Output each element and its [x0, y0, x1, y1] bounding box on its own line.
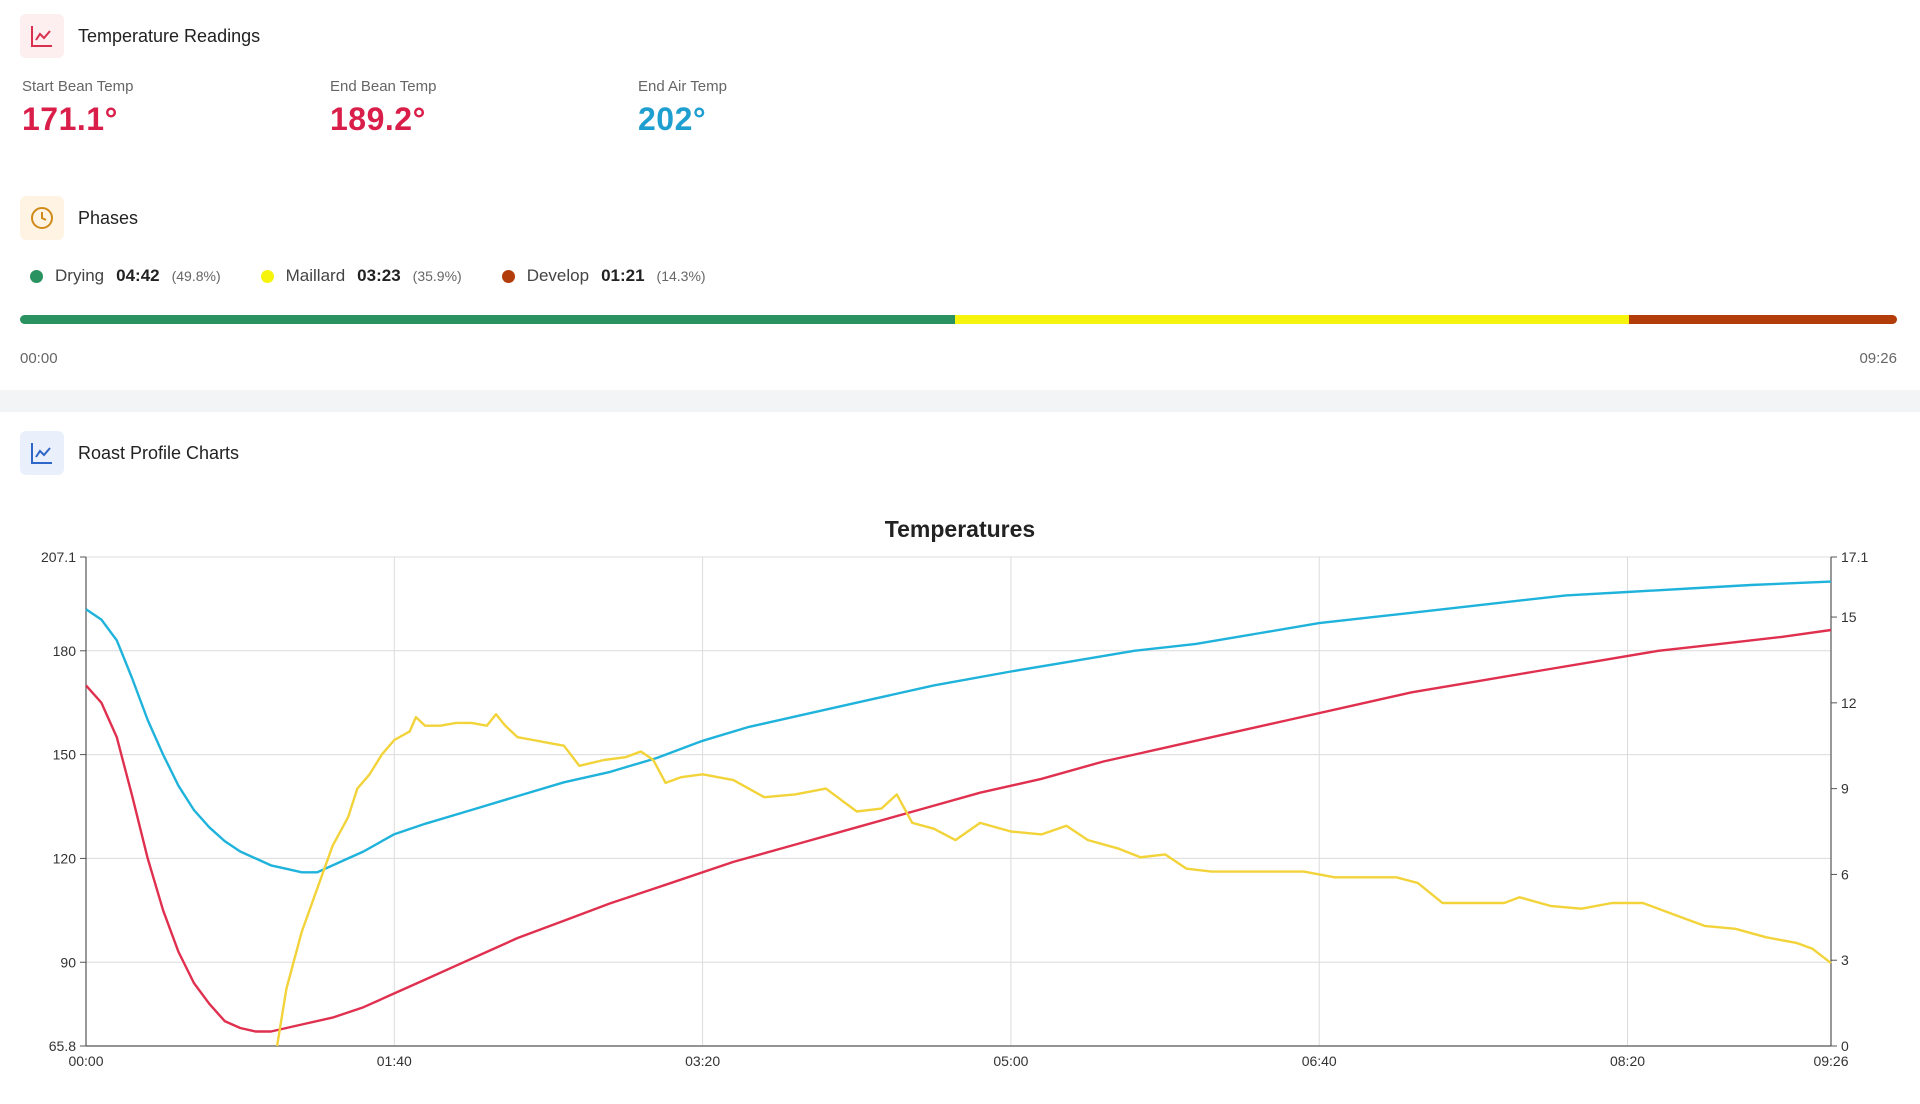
- y-tick-label: 150: [53, 747, 77, 763]
- chart-axes: 00:00 01:40 03:20 05:00 06:40 08:20 09:26 65.8 9…: [41, 549, 1869, 1069]
- section-divider: [0, 390, 1920, 412]
- bean-temp-line: [85, 628, 1832, 1033]
- air-temp-line: [85, 580, 1832, 874]
- legend-item-maillard: Maillard 03:23 (35.9%): [260, 266, 462, 286]
- line-chart-icon: [20, 14, 64, 58]
- x-tick-label: 05:00: [993, 1053, 1028, 1069]
- legend-pct: (49.8%): [171, 268, 221, 284]
- y2-tick-label: 0: [1841, 1038, 1849, 1054]
- y-tick-label: 120: [53, 850, 77, 866]
- chart-grid: [85, 556, 1832, 1047]
- legend-time: 03:23: [357, 266, 401, 285]
- end-air-temp-stat: End Air Temp 202°: [638, 78, 727, 138]
- maillard-dot: [260, 269, 274, 283]
- x-tick-label: 01:40: [377, 1053, 412, 1069]
- legend-item-drying: Drying 04:42 (49.8%): [30, 266, 221, 286]
- phases-header: Phases: [20, 196, 138, 240]
- stat-label: Start Bean Temp: [22, 78, 134, 95]
- start-bean-temp-stat: Start Bean Temp 171.1°: [22, 78, 133, 138]
- temperatures-chart: 00:00 01:40 03:20 05:00 06:40 08:20 09:26 65.8 9…: [41, 549, 1869, 1069]
- stat-value: 202°: [638, 101, 707, 137]
- line-chart-icon: [20, 431, 64, 475]
- roast-profile-header: Roast Profile Charts: [20, 431, 239, 475]
- y-tick-label: 180: [53, 643, 77, 659]
- x-tick-label: 03:20: [685, 1053, 720, 1069]
- x-tick-label: 06:40: [1302, 1053, 1337, 1069]
- legend-name: Drying: [55, 266, 105, 285]
- y2-tick-label: 15: [1841, 609, 1857, 625]
- phase-end-label: 09:26: [1859, 350, 1897, 367]
- legend-pct: (14.3%): [656, 268, 706, 284]
- chart-series: [85, 580, 1832, 1047]
- x-tick-label: 09:26: [1813, 1053, 1848, 1069]
- x-tick-label: 00:00: [68, 1053, 103, 1069]
- y2-tick-label: 9: [1841, 781, 1849, 797]
- roast-profile-title: Roast Profile Charts: [78, 442, 240, 463]
- stat-value: 171.1°: [22, 101, 118, 137]
- phase-start-label: 00:00: [20, 350, 58, 367]
- legend-item-develop: Develop 01:21 (14.3%): [501, 266, 706, 286]
- legend-name: Maillard: [285, 266, 346, 285]
- phase-segment-drying: [20, 315, 955, 324]
- legend-name: Develop: [526, 266, 590, 285]
- y-tick-label: 207.1: [41, 549, 76, 565]
- legend-time: 01:21: [601, 266, 645, 285]
- phases-title: Phases: [78, 207, 139, 228]
- y2-tick-label: 3: [1841, 952, 1849, 968]
- phase-segment-develop: [1628, 315, 1897, 324]
- stat-label: End Air Temp: [638, 78, 727, 95]
- chart-title: Temperatures: [884, 516, 1036, 542]
- x-tick-label: 08:20: [1610, 1053, 1645, 1069]
- y-tick-label: 90: [60, 954, 76, 970]
- drying-dot: [30, 269, 43, 283]
- y2-tick-label: 6: [1841, 866, 1849, 882]
- stat-label: End Bean Temp: [330, 78, 437, 95]
- y-tick-label: 65.8: [49, 1038, 76, 1054]
- develop-dot: [501, 269, 515, 283]
- phase-segment-maillard: [954, 315, 1629, 324]
- clock-icon: [20, 196, 64, 240]
- y2-tick-label: 12: [1841, 695, 1857, 711]
- legend-time: 04:42: [116, 266, 160, 285]
- stat-value: 189.2°: [330, 101, 426, 137]
- end-bean-temp-stat: End Bean Temp 189.2°: [330, 78, 436, 138]
- temperature-readings-header: Temperature Readings: [20, 14, 260, 58]
- phase-progress-bar: [20, 315, 1897, 324]
- y2-tick-label: 17.1: [1841, 549, 1868, 565]
- rate-of-rise-line: [275, 713, 1832, 1047]
- temperature-readings-title: Temperature Readings: [78, 25, 261, 46]
- phase-legend: Drying 04:42 (49.8%) Maillard 03:23 (35.…: [30, 266, 746, 286]
- legend-pct: (35.9%): [412, 268, 462, 284]
